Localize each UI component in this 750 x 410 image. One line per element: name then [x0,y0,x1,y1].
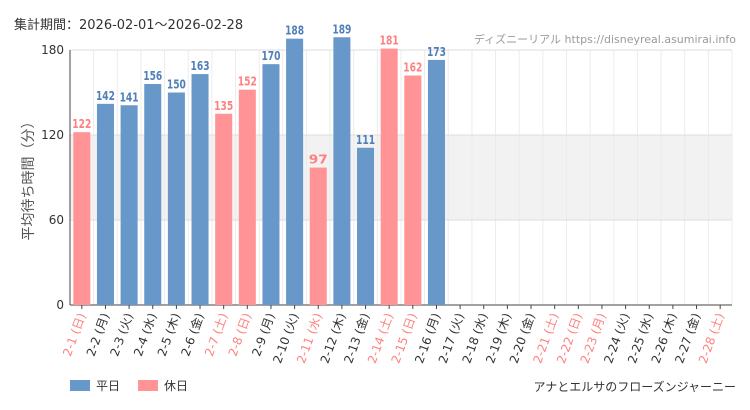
bar-value-label: 122 [72,117,91,131]
legend-swatch-weekday [70,380,90,391]
bar-value-label: 135 [214,99,233,113]
bar [144,84,162,305]
bar-value-label: 188 [285,24,304,38]
bar [167,92,185,305]
bar [73,132,91,305]
bar [380,48,398,305]
y-axis-title: 平均待ち時間（分） [21,115,37,241]
bar-value-label: 152 [238,75,257,89]
legend-label-holiday: 休日 [164,379,189,393]
site-credit: ディズニーリアル https://disneyreal.asumirai.inf… [473,33,736,46]
legend-item-weekday[interactable]: 平日 [70,377,120,394]
y-tick-label: 180 [41,43,64,57]
bar [120,105,138,305]
bar-value-label: 156 [143,69,162,83]
legend-swatch-holiday [138,380,159,391]
bar-value-label: 162 [403,61,422,75]
bar-value-label: 189 [332,22,351,36]
bar-value-label: 173 [427,45,446,59]
bar [309,167,327,305]
y-tick-label: 60 [49,213,64,227]
y-tick-label: 0 [56,298,64,312]
legend-item-holiday[interactable]: 休日 [138,377,188,394]
bar [262,64,280,306]
bar-value-label: 97 [309,153,328,167]
period-label: 集計期間：2026-02-01～2026-02-28 [14,18,244,33]
bar [357,147,375,305]
bar [333,37,351,305]
legend: 平日 休日 [70,377,206,394]
attraction-name: アナとエルサのフローズンジャーニー [533,380,736,394]
bar-value-label: 170 [261,49,280,63]
bar [238,89,256,306]
bar [404,75,422,305]
bar [427,59,445,305]
bar-value-label: 181 [380,34,399,48]
bar [286,38,304,306]
bar-value-label: 150 [167,78,186,92]
bar [215,113,233,305]
bar-value-label: 141 [120,90,139,104]
bar-value-label: 111 [356,133,375,147]
y-tick-label: 120 [41,128,64,142]
bar-value-label: 163 [191,59,210,73]
bar [191,74,209,305]
legend-label-weekday: 平日 [96,379,121,393]
bar [96,103,114,305]
bar-value-label: 142 [96,89,115,103]
